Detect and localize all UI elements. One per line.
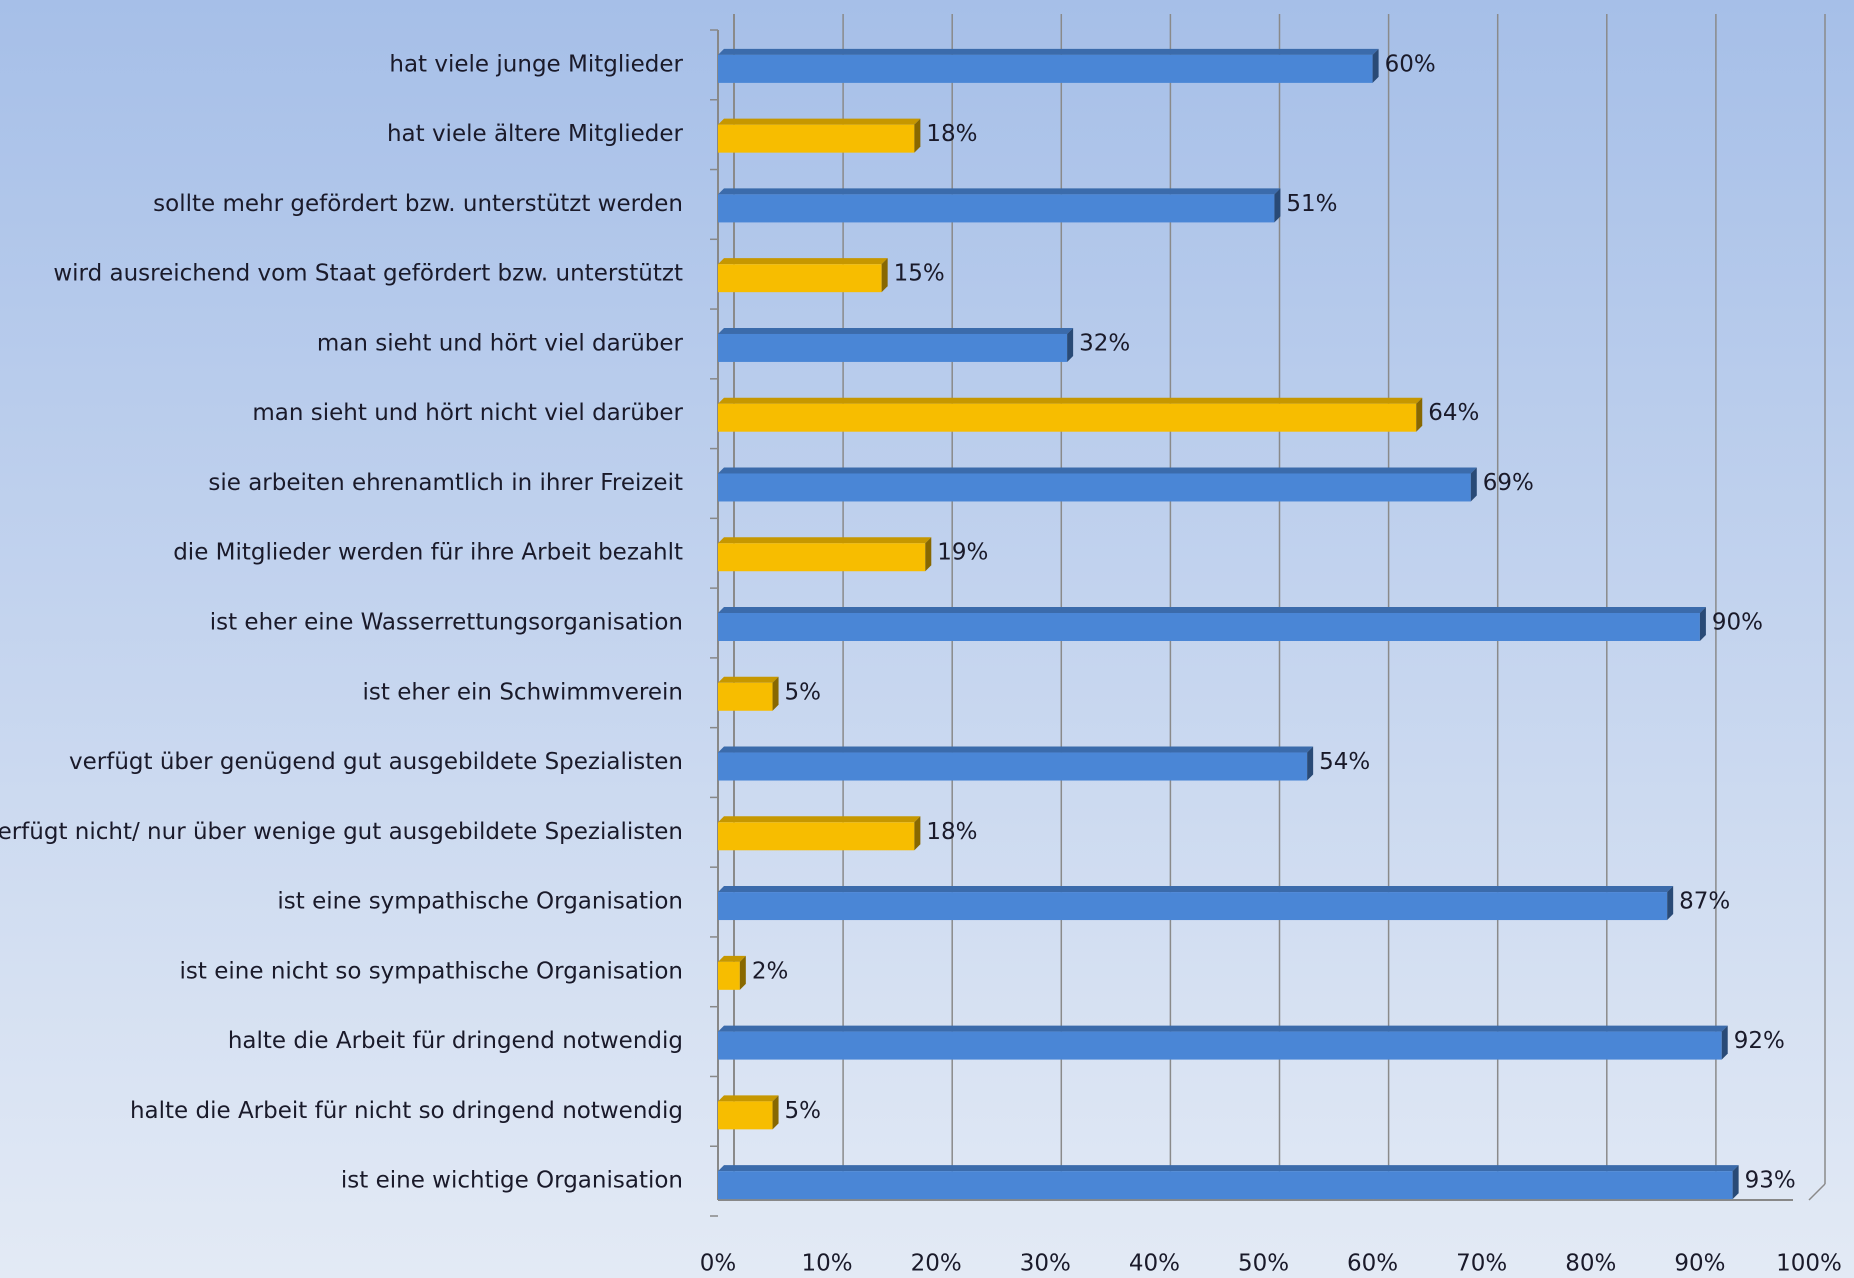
bar-top <box>718 1095 779 1102</box>
y-tick-label: die Mitglieder werden für ihre Arbeit be… <box>173 540 683 566</box>
bar-top <box>718 746 1314 753</box>
bar <box>718 543 926 572</box>
value-label: 5% <box>785 679 822 705</box>
value-label: 64% <box>1428 400 1479 426</box>
bar <box>718 473 1471 502</box>
bar <box>718 892 1668 921</box>
y-tick-label: halte die Arbeit für dringend notwendig <box>228 1028 683 1054</box>
bar-end <box>739 955 746 990</box>
bar <box>718 333 1068 362</box>
y-tick-label: halte die Arbeit für nicht so dringend n… <box>130 1098 683 1124</box>
bar <box>718 1101 773 1130</box>
value-label: 92% <box>1734 1028 1785 1054</box>
bar <box>718 682 773 711</box>
y-tick-label: sollte mehr gefördert bzw. unterstützt w… <box>153 191 683 217</box>
bar <box>718 752 1308 781</box>
y-tick-label: sie arbeiten ehrenamtlich in ihrer Freiz… <box>208 470 683 496</box>
bar-end <box>1416 397 1423 432</box>
bar-top <box>718 886 1674 893</box>
grid-floor <box>1808 1183 1826 1201</box>
x-tick-label: 20% <box>911 1251 962 1277</box>
bar-end <box>1732 1165 1739 1200</box>
y-tick-label: man sieht und hört nicht viel darüber <box>252 400 683 426</box>
bar-end <box>914 816 921 851</box>
y-tick-label: hat viele junge Mitglieder <box>389 51 683 77</box>
bar-top <box>718 607 1706 613</box>
value-label: 90% <box>1712 610 1763 636</box>
y-tick-label: hat viele ältere Mitglieder <box>387 121 684 147</box>
bar-end <box>881 258 888 293</box>
bar-end <box>1372 48 1379 83</box>
value-label: 15% <box>894 261 945 287</box>
bar <box>718 961 740 990</box>
value-label: 19% <box>937 540 988 566</box>
bar <box>718 1171 1733 1200</box>
value-label: 5% <box>785 1098 822 1124</box>
x-tick-label: 50% <box>1238 1251 1289 1277</box>
bar-end <box>1721 1025 1728 1060</box>
bar-top <box>718 955 746 962</box>
bar-top <box>718 537 932 544</box>
value-label: 18% <box>926 121 977 147</box>
bar-end <box>925 537 932 572</box>
x-tick-label: 80% <box>1565 1251 1616 1277</box>
bar-top <box>718 327 1074 334</box>
y-tick-label: man sieht und hört viel darüber <box>317 330 684 356</box>
bar <box>718 403 1417 432</box>
y-tick-label: wird ausreichend vom Staat gefördert bzw… <box>53 261 683 287</box>
y-tick-label: verfügt nicht/ nur über wenige gut ausge… <box>0 819 683 845</box>
bar-end <box>772 676 779 711</box>
x-tick-label: 40% <box>1129 1251 1180 1277</box>
value-label: 69% <box>1483 470 1534 496</box>
bar-end <box>1067 327 1074 362</box>
x-tick-label: 10% <box>802 1251 853 1277</box>
value-label: 2% <box>752 958 789 984</box>
bar <box>718 54 1373 83</box>
y-tick-label: verfügt über genügend gut ausgebildete S… <box>69 749 683 775</box>
bar <box>718 822 915 851</box>
bar <box>718 124 915 153</box>
x-tick-label: 30% <box>1020 1251 1071 1277</box>
bar-end <box>1274 188 1281 223</box>
y-tick-label: ist eine sympathische Organisation <box>277 889 683 915</box>
bar-top <box>718 816 921 823</box>
value-label: 54% <box>1319 749 1370 775</box>
bar-end <box>1667 886 1674 921</box>
x-tick-label: 70% <box>1456 1251 1507 1277</box>
value-label: 93% <box>1745 1168 1796 1194</box>
bar <box>718 264 882 293</box>
bar-top <box>718 48 1379 55</box>
value-label: 60% <box>1385 51 1436 77</box>
bar-end <box>914 118 921 153</box>
y-tick-label: ist eine nicht so sympathische Organisat… <box>180 958 683 984</box>
bar-top <box>718 258 888 265</box>
y-tick-label: ist eher eine Wasserrettungsorganisation <box>210 610 683 636</box>
bar-end <box>1470 467 1477 502</box>
bar-end <box>772 1095 779 1130</box>
bar-top <box>718 1025 1728 1032</box>
y-tick-label: ist eine wichtige Organisation <box>341 1168 683 1194</box>
x-tick-label: 60% <box>1347 1251 1398 1277</box>
bar-end <box>1699 607 1706 641</box>
value-label: 18% <box>926 819 977 845</box>
bar-top <box>718 188 1281 195</box>
bar-end <box>1307 746 1314 781</box>
bar <box>718 1031 1722 1060</box>
bar <box>718 194 1275 223</box>
bar-top <box>718 118 921 125</box>
bar-top <box>718 1165 1739 1172</box>
bar-top <box>718 397 1423 404</box>
y-tick-label: ist eher ein Schwimmverein <box>363 679 683 705</box>
bar <box>718 613 1700 641</box>
value-label: 87% <box>1679 889 1730 915</box>
value-label: 32% <box>1079 330 1130 356</box>
bar-top <box>718 467 1477 474</box>
bar-top <box>718 676 779 683</box>
x-tick-label: 90% <box>1674 1251 1725 1277</box>
value-label: 51% <box>1286 191 1337 217</box>
x-tick-label: 0% <box>700 1251 737 1277</box>
x-tick-label: 100% <box>1776 1251 1842 1277</box>
